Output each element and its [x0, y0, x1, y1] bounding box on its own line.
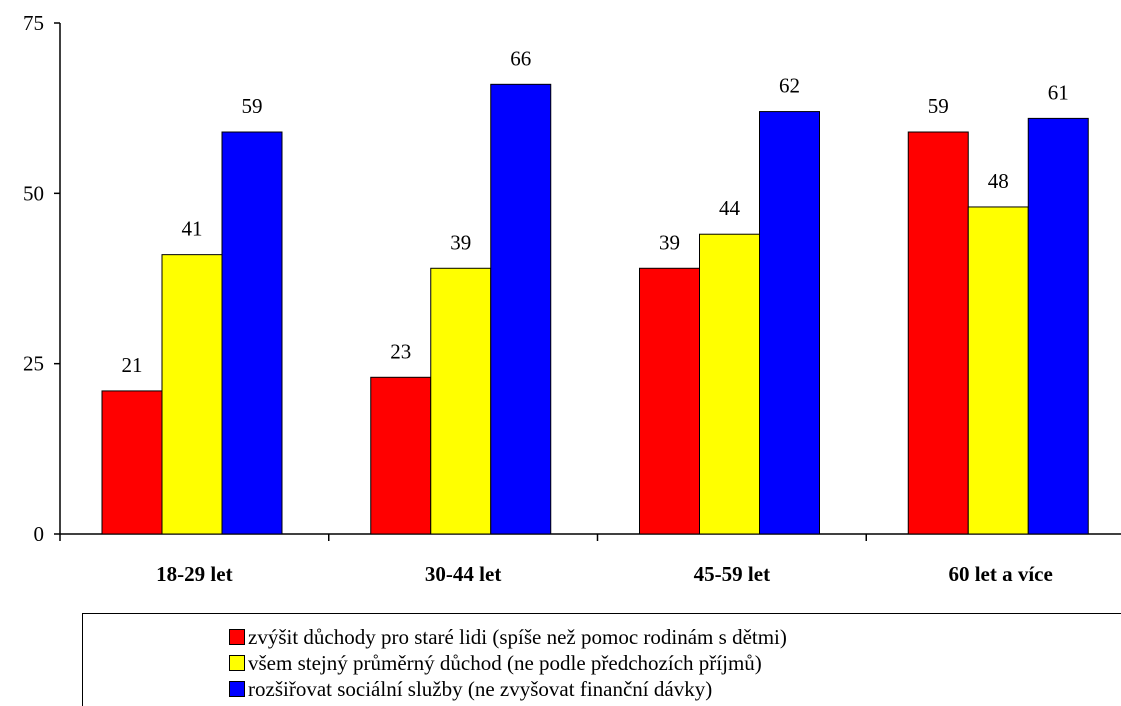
data-label: 59 [928, 94, 949, 118]
bar-series-0 [370, 376, 432, 535]
data-label: 41 [182, 217, 203, 241]
legend-swatch-1 [229, 655, 245, 671]
y-tick-label: 0 [34, 522, 45, 546]
bar-series-2 [759, 111, 820, 535]
x-category-label: 18-29 let [156, 562, 232, 586]
data-label: 66 [510, 46, 531, 70]
bar-chart: 0 25 50 75 18-29 let 30-44 let 45-59 let 60 le… [23, 11, 1121, 586]
bar-series-2 [490, 83, 552, 535]
bar-series-0 [639, 267, 700, 535]
legend-item-1: všem stejný průměrný důchod (ne podle př… [229, 650, 762, 676]
data-label: 61 [1048, 80, 1069, 104]
data-label: 23 [390, 339, 411, 363]
data-label: 44 [719, 196, 741, 220]
legend-label-0: zvýšit důchody pro staré lidi (spíše než… [248, 624, 787, 649]
data-labels: 21 23 39 59 41 39 44 48 59 66 62 61 [122, 46, 1069, 377]
bar-series-0 [101, 390, 163, 535]
y-axis: 0 25 50 75 [23, 11, 61, 546]
data-label: 62 [779, 74, 800, 98]
x-category-label: 30-44 let [425, 562, 501, 586]
bars [101, 83, 1089, 535]
data-label: 21 [122, 353, 143, 377]
data-label: 48 [988, 169, 1009, 193]
legend-swatch-0 [229, 629, 245, 645]
bar-series-2 [1027, 117, 1089, 535]
y-tick-label: 25 [23, 352, 44, 376]
y-tick-label: 75 [23, 11, 44, 35]
bar-series-1 [967, 206, 1029, 535]
y-tick-label: 50 [23, 181, 44, 205]
data-label: 59 [242, 94, 263, 118]
legend-item-2: rozšiřovat sociální služby (ne zvyšovat … [229, 676, 712, 702]
bar-series-1 [430, 267, 492, 535]
x-category-label: 45-59 let [694, 562, 770, 586]
x-axis: 18-29 let 30-44 let 45-59 let 60 let a více [59, 533, 1121, 586]
x-category-label: 60 let a více [948, 562, 1052, 586]
legend: zvýšit důchody pro staré lidi (spíše než… [82, 613, 1121, 706]
bar-series-0 [907, 131, 969, 535]
bar-series-1 [699, 233, 760, 535]
legend-swatch-2 [229, 681, 245, 697]
bar-series-2 [221, 131, 283, 535]
bar-series-1 [161, 254, 223, 535]
legend-item-0: zvýšit důchody pro staré lidi (spíše než… [229, 624, 787, 650]
data-label: 39 [450, 230, 471, 254]
data-label: 39 [659, 230, 680, 254]
legend-label-1: všem stejný průměrný důchod (ne podle př… [248, 650, 762, 675]
legend-label-2: rozšiřovat sociální služby (ne zvyšovat … [248, 676, 713, 701]
